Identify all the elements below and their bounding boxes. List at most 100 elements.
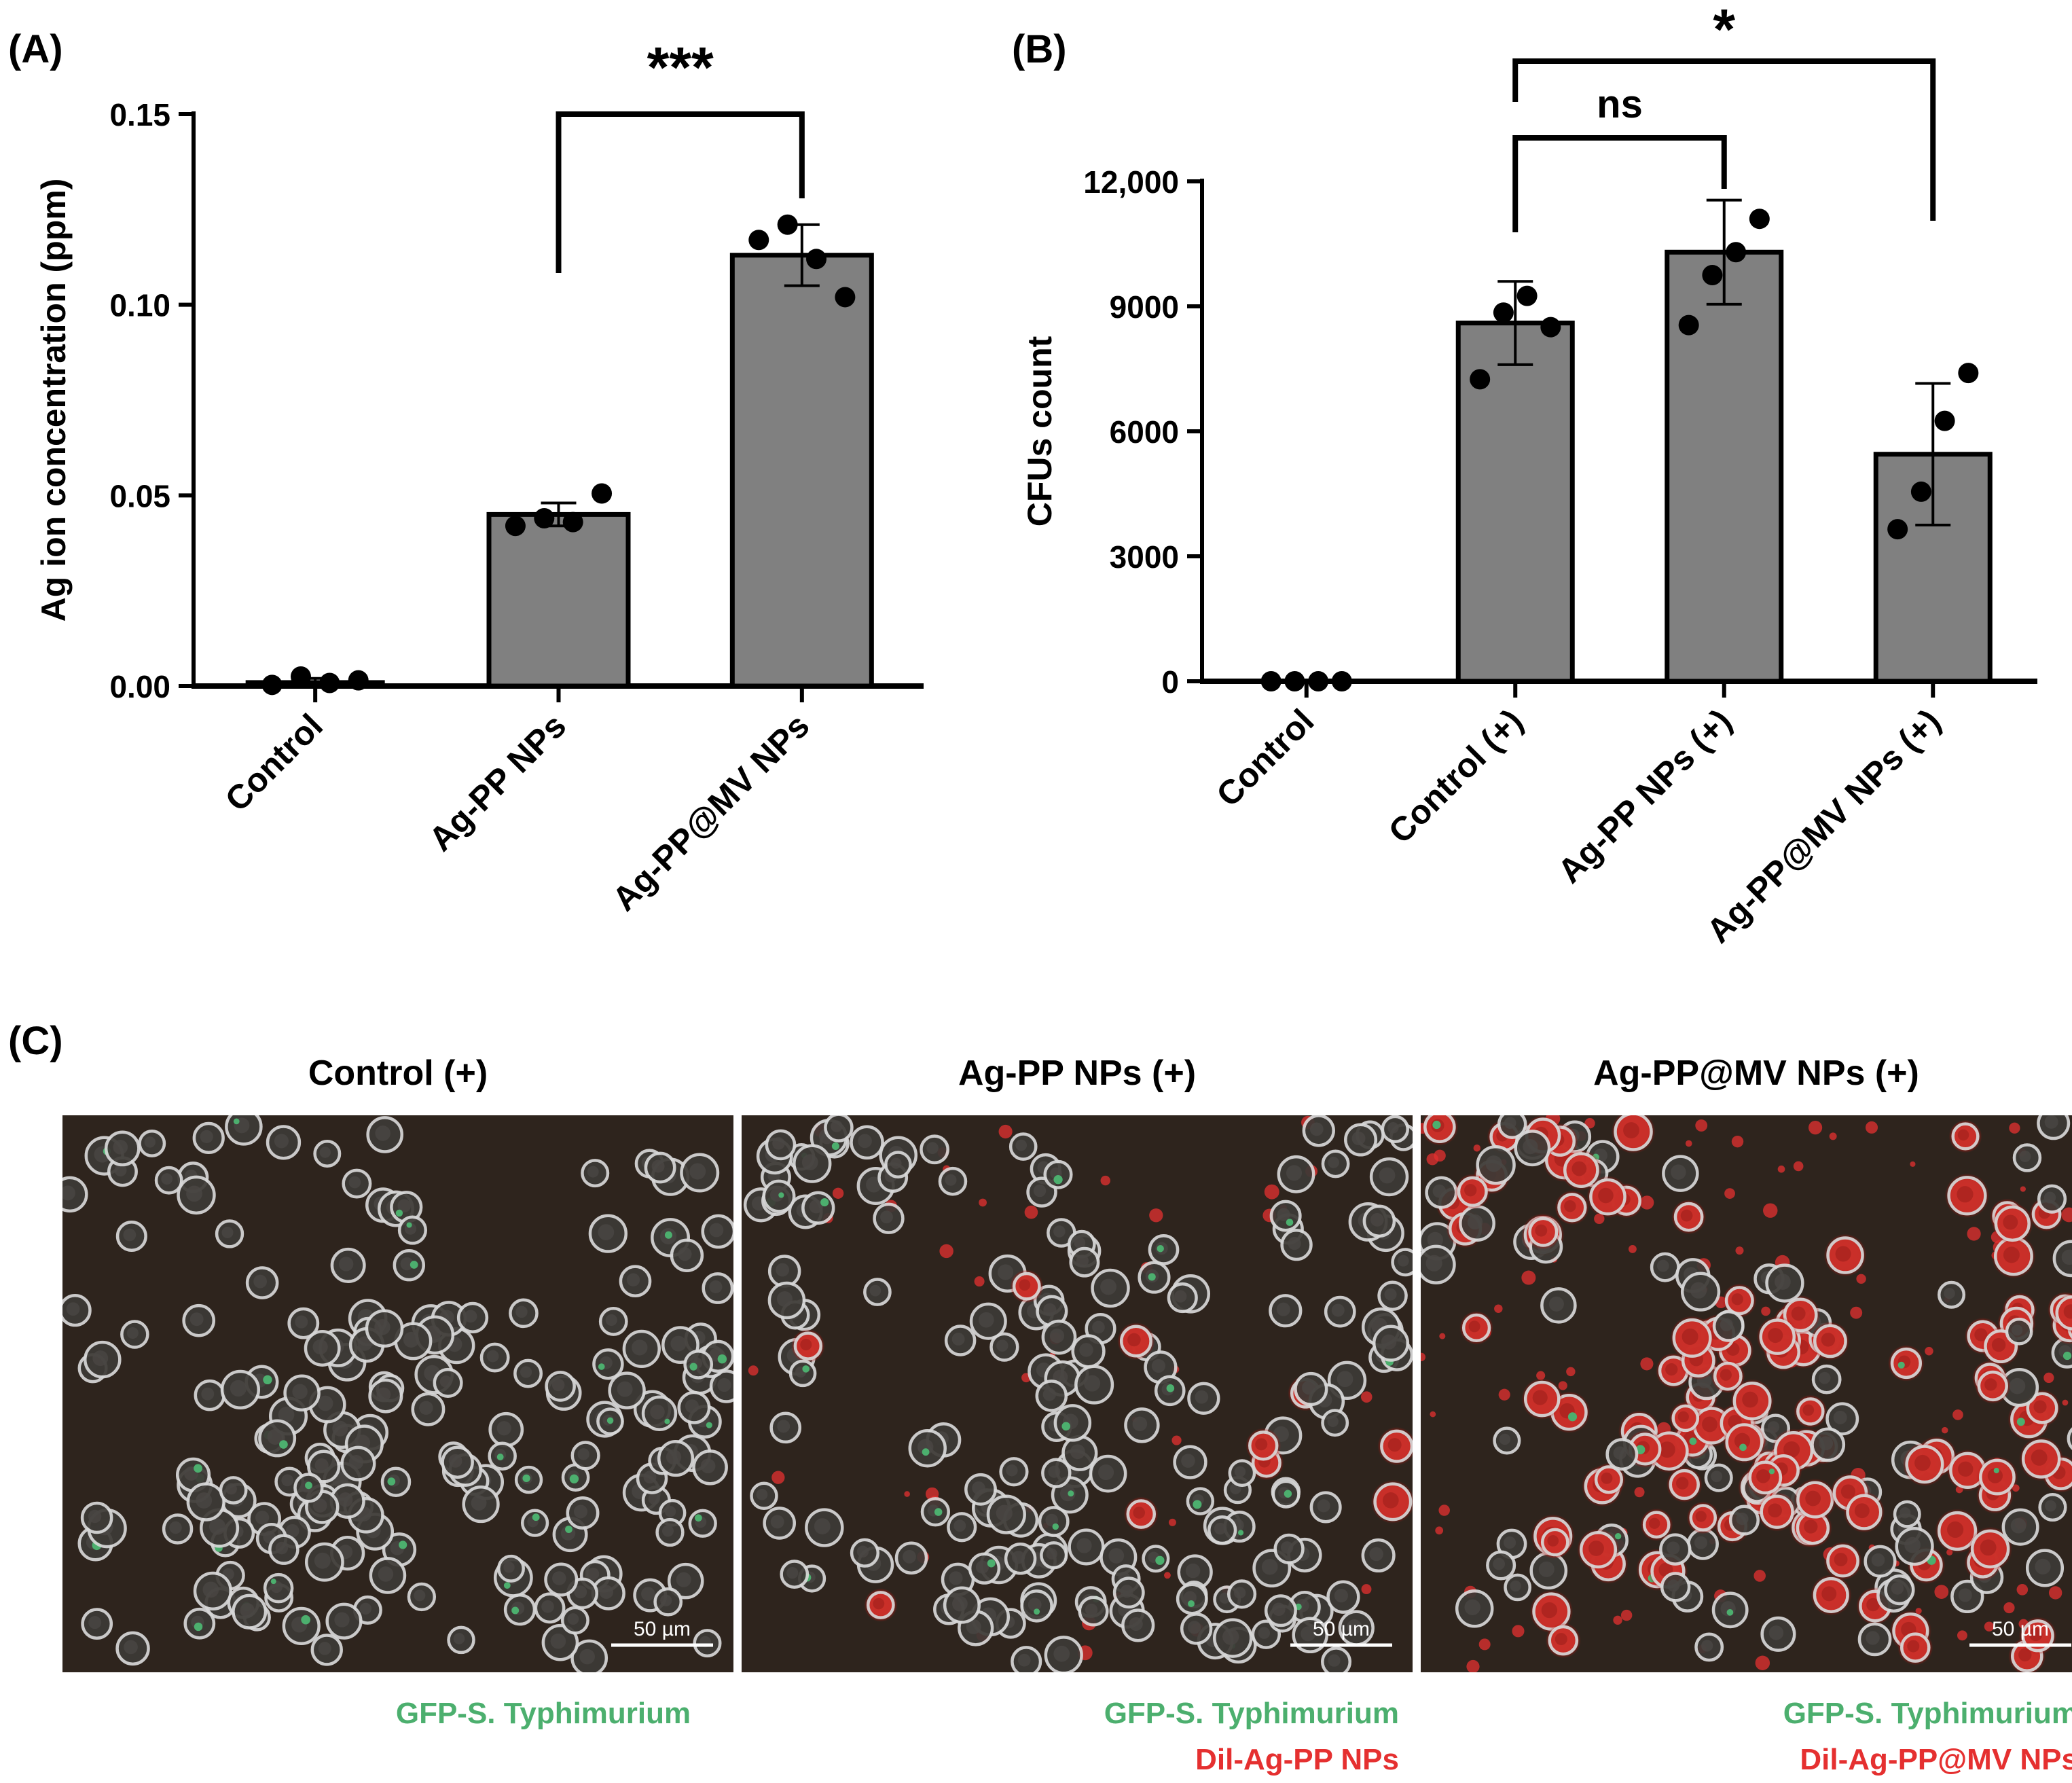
dil-speck (1149, 1208, 1163, 1223)
dil-speck (1865, 1121, 1878, 1134)
gfp-bacteria (922, 1448, 930, 1456)
cell-nucleus (378, 1566, 394, 1582)
chart-a-significance-bracket (556, 111, 805, 273)
cell-nucleus (1900, 1507, 1911, 1519)
cell-nucleus (978, 1312, 994, 1328)
micrograph-cells (743, 1115, 1413, 1672)
cell-nucleus (1079, 1343, 1093, 1357)
cell-nucleus (1532, 1390, 1548, 1405)
gfp-bacteria (1726, 1608, 1734, 1616)
chart-a-bar-ag-pp-nps (486, 511, 631, 689)
dil-speck (1724, 1188, 1735, 1199)
gfp-bacteria (1432, 1120, 1441, 1130)
micrograph-control: Control (+) 50 µm GFP-S. Typhimurium (62, 1053, 733, 1730)
cell-nucleus (1028, 1598, 1042, 1612)
cell-nucleus (1181, 1454, 1195, 1468)
gfp-bacteria (831, 1142, 839, 1151)
cell-nucleus (1690, 1282, 1707, 1299)
cell-nucleus (541, 1600, 554, 1613)
legend-gfp-s-typhimurium: GFP-S. Typhimurium (1104, 1697, 1399, 1730)
dil-speck (1925, 1346, 1933, 1356)
dil-speck (1100, 1175, 1110, 1186)
cell-nucleus (1272, 1602, 1286, 1617)
dil-speck (2009, 1122, 2020, 1134)
panel-label-a: (A) (8, 27, 63, 71)
gfp-bacteria (1237, 1530, 1244, 1536)
cell-nucleus (1756, 1469, 1770, 1483)
cell-nucleus (1074, 1237, 1086, 1249)
dil-speck (832, 1187, 844, 1199)
cell-nucleus (1120, 1585, 1133, 1598)
cell-nucleus (1523, 1139, 1538, 1155)
dil-speck (979, 1198, 987, 1207)
chart-b-y-tick-label: 3000 (1110, 539, 1179, 575)
cell-nucleus (567, 1613, 579, 1625)
gfp-bacteria (565, 1526, 572, 1533)
cell-nucleus (949, 1571, 963, 1585)
dil-speck (1640, 1357, 1654, 1371)
chart-a-x-tick-label-ag-pp-nps: Ag-PP NPs (422, 706, 574, 859)
gfp-bacteria (1567, 1412, 1578, 1422)
cell-nucleus (1222, 1628, 1239, 1645)
dil-speck (1566, 1367, 1576, 1377)
cell-nucleus (685, 1399, 699, 1413)
micrograph-cells (1421, 1115, 2072, 1672)
dil-speck (998, 1124, 1013, 1139)
cell-nucleus (1677, 1411, 1689, 1423)
cell-nucleus (196, 1492, 213, 1509)
cell-nucleus (318, 1642, 331, 1655)
cell-nucleus (1187, 1621, 1201, 1634)
cell-nucleus (1331, 1303, 1345, 1317)
cell-nucleus (1866, 1631, 1880, 1645)
dil-speck (1498, 1388, 1510, 1401)
cell-nucleus (230, 1380, 247, 1397)
cell-nucleus (1425, 1255, 1442, 1272)
chart-a-bar-ag-pp-mv-nps (729, 253, 874, 689)
chart-b-data-point (1540, 317, 1561, 338)
cell-nucleus (274, 1134, 289, 1149)
cell-nucleus (1904, 1536, 1921, 1553)
cell-nucleus (1174, 1290, 1187, 1303)
chart-a-y-tick-label: 0.15 (109, 97, 170, 132)
cell-nucleus (225, 1483, 237, 1495)
cell-nucleus (1351, 1131, 1366, 1146)
cell-nucleus (1133, 1507, 1146, 1519)
cell-nucleus (709, 1280, 723, 1294)
cell-nucleus (2009, 1377, 2026, 1394)
cell-nucleus (926, 1142, 939, 1155)
cell-nucleus (1736, 1512, 1749, 1526)
micrograph-ag-pp-nps: Ag-PP NPs (+) 50 µm GFP-S. Typhimurium Dil-… (742, 1053, 1413, 1776)
cell-nucleus (1667, 1579, 1680, 1592)
dil-speck (1421, 1352, 1426, 1362)
dil-speck (2016, 1584, 2029, 1596)
cell-nucleus (1098, 1464, 1114, 1481)
gfp-bacteria (279, 1440, 288, 1449)
chart-b-x-tick-label-ag-pp-mv-nps: Ag-PP@MV NPs (+) (1699, 702, 1948, 950)
gfp-bacteria (1897, 1361, 1905, 1369)
cell-nucleus (221, 1226, 234, 1238)
gfp-bacteria (387, 1477, 396, 1485)
cell-nucleus (587, 1568, 600, 1581)
gfp-bacteria (1689, 1437, 1697, 1445)
cell-nucleus (1427, 1231, 1443, 1248)
cell-nucleus (1383, 1492, 1399, 1509)
cell-nucleus (800, 1339, 812, 1351)
cell-nucleus (605, 1314, 617, 1327)
cell-nucleus (1957, 1186, 1974, 1203)
cell-nucleus (1866, 1598, 1880, 1612)
cell (2067, 1427, 2072, 1450)
cell-nucleus (632, 1339, 648, 1356)
dil-speck (1171, 1435, 1182, 1445)
cell-nucleus (700, 1458, 716, 1474)
cell-nucleus (295, 1315, 308, 1329)
cell-nucleus (1347, 1619, 1362, 1635)
gfp-bacteria (1155, 1555, 1165, 1565)
dil-speck (2020, 1186, 2026, 1192)
cell-nucleus (2003, 1246, 2020, 1263)
gfp-bacteria (263, 1375, 272, 1385)
dil-speck (1735, 1246, 1744, 1255)
cell-nucleus (1015, 1139, 1028, 1151)
cell-nucleus (1485, 1155, 1502, 1172)
cell-nucleus (1548, 1296, 1564, 1312)
